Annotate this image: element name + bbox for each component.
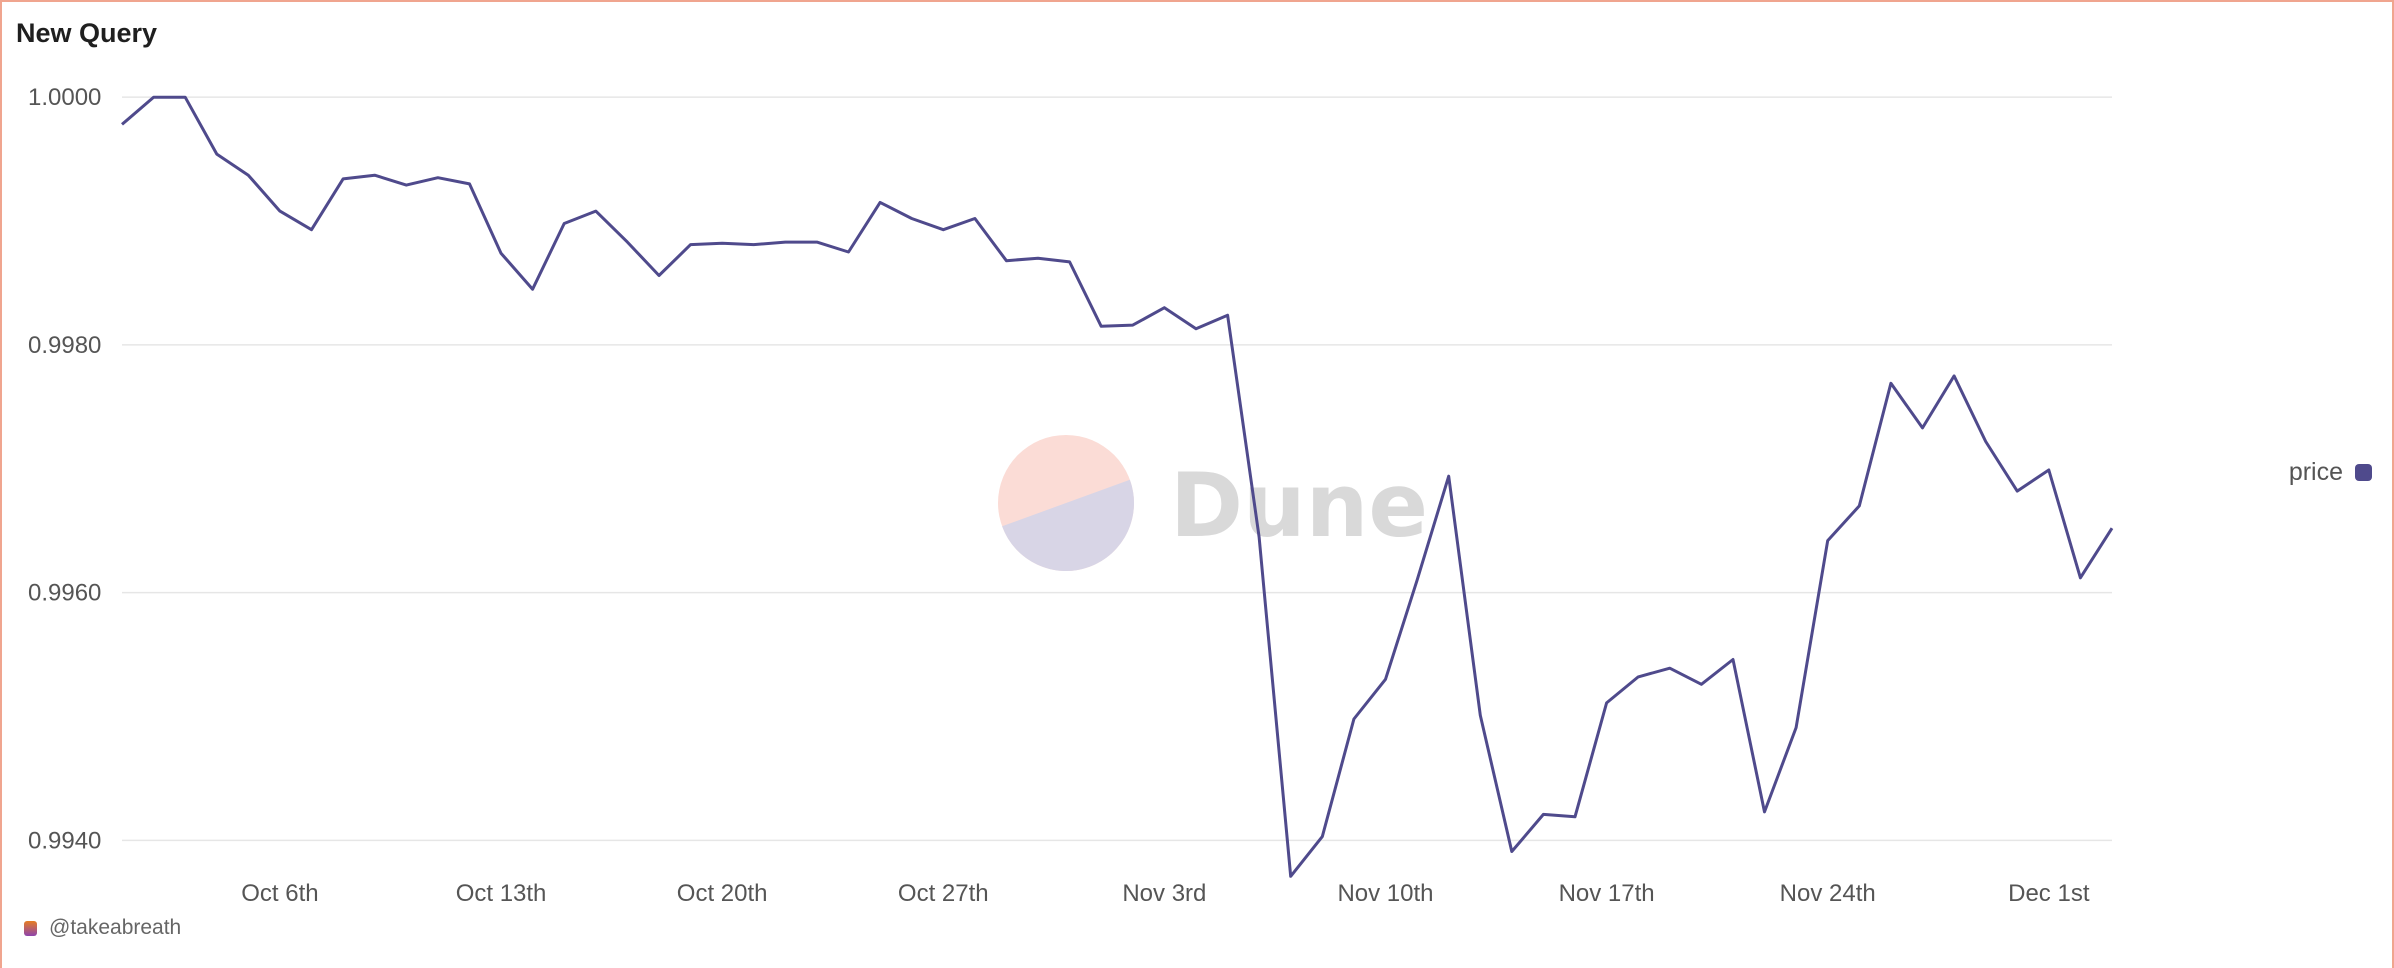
price-data-point[interactable] — [781, 238, 789, 246]
price-data-point[interactable] — [1761, 808, 1769, 816]
legend[interactable]: price — [2289, 458, 2372, 487]
price-data-point[interactable] — [529, 285, 537, 293]
price-data-point[interactable] — [1318, 833, 1326, 841]
price-data-point[interactable] — [2076, 574, 2084, 582]
x-tick-label: Nov 17th — [1559, 880, 1655, 907]
price-data-point[interactable] — [1697, 680, 1705, 688]
price-data-point[interactable] — [560, 220, 568, 228]
price-data-point[interactable] — [276, 207, 284, 215]
price-data-point[interactable] — [1603, 699, 1611, 707]
price-data-point[interactable] — [2108, 524, 2116, 532]
price-data-point[interactable] — [1824, 537, 1832, 545]
price-data-point[interactable] — [687, 241, 695, 249]
x-tick-label: Oct 20th — [677, 880, 768, 907]
price-data-point[interactable] — [1950, 372, 1958, 380]
price-data-point[interactable] — [118, 120, 126, 128]
price-data-point[interactable] — [1539, 810, 1547, 818]
price-data-point[interactable] — [750, 241, 758, 249]
price-data-point[interactable] — [2013, 487, 2021, 495]
price-data-point[interactable] — [1982, 438, 1990, 446]
price-data-point[interactable] — [434, 174, 442, 182]
price-data-point[interactable] — [339, 175, 347, 183]
price-data-point[interactable] — [1160, 304, 1168, 312]
price-data-point[interactable] — [497, 249, 505, 257]
price-data-point[interactable] — [1129, 321, 1137, 329]
y-tick-label: 0.9960 — [28, 580, 101, 607]
price-data-point[interactable] — [876, 198, 884, 206]
price-data-point[interactable] — [623, 238, 631, 246]
x-tick-label: Oct 13th — [456, 880, 547, 907]
price-data-point[interactable] — [150, 93, 158, 101]
user-avatar-icon — [24, 920, 37, 936]
legend-swatch-price[interactable] — [2355, 464, 2372, 481]
price-data-point[interactable] — [1729, 656, 1737, 664]
price-data-point[interactable] — [1445, 472, 1453, 480]
price-data-point[interactable] — [1919, 424, 1927, 432]
price-data-point[interactable] — [1887, 379, 1895, 387]
price-data-point[interactable] — [1413, 576, 1421, 584]
price-data-point[interactable] — [244, 171, 252, 179]
price-data-point[interactable] — [402, 181, 410, 189]
price-data-point[interactable] — [939, 226, 947, 234]
price-data-point[interactable] — [181, 93, 189, 101]
chart-title: New Query — [16, 18, 158, 48]
x-axis-labels: Oct 6th Oct 13th Oct 20th Oct 27th Nov 3rd No… — [241, 880, 2090, 907]
price-data-point[interactable] — [971, 215, 979, 223]
y-tick-label: 1.0000 — [28, 84, 101, 111]
y-axis-labels: 1.0000 0.9980 0.9960 0.9940 — [28, 84, 101, 854]
price-data-point[interactable] — [1255, 533, 1263, 541]
price-data-point[interactable] — [1350, 715, 1358, 723]
price-data-point[interactable] — [213, 150, 221, 158]
gridlines — [122, 96, 2112, 842]
y-tick-label: 0.9940 — [28, 827, 101, 854]
price-data-point[interactable] — [308, 226, 316, 234]
price-data-point[interactable] — [1034, 254, 1042, 262]
attribution-handle[interactable]: @takeabreath — [49, 916, 182, 939]
price-data-point[interactable] — [1097, 322, 1105, 330]
x-tick-label: Nov 24th — [1780, 880, 1876, 907]
price-data-point[interactable] — [592, 207, 600, 215]
watermark-text: Dune — [1170, 454, 1428, 557]
x-tick-label: Oct 6th — [241, 880, 318, 907]
price-data-point[interactable] — [1224, 311, 1232, 319]
x-tick-label: Oct 27th — [898, 880, 989, 907]
price-data-point[interactable] — [1792, 724, 1800, 732]
price-data-point[interactable] — [655, 272, 663, 280]
price-data-point[interactable] — [1476, 711, 1484, 719]
price-data-point[interactable] — [845, 248, 853, 256]
price-data-point[interactable] — [1287, 872, 1295, 880]
price-series-line — [121, 95, 2114, 878]
price-data-point[interactable] — [466, 180, 474, 188]
price-data-point[interactable] — [1634, 673, 1642, 681]
price-data-point[interactable] — [908, 215, 916, 223]
attribution: @takeabreath — [24, 916, 181, 940]
watermark-logo-lower-half — [1002, 479, 1135, 572]
price-data-point[interactable] — [2045, 466, 2053, 474]
x-tick-label: Nov 3rd — [1122, 880, 1206, 907]
price-data-point[interactable] — [371, 171, 379, 179]
price-data-point[interactable] — [1666, 664, 1674, 672]
y-tick-label: 0.9980 — [28, 332, 101, 359]
price-data-point[interactable] — [1571, 813, 1579, 821]
dune-watermark: Dune — [998, 435, 1428, 572]
price-data-point[interactable] — [718, 239, 726, 247]
price-data-point[interactable] — [813, 238, 821, 246]
price-data-point[interactable] — [1066, 258, 1074, 266]
price-data-point[interactable] — [1508, 848, 1516, 856]
price-data-point[interactable] — [1192, 325, 1200, 333]
legend-label-price: price — [2288, 458, 2343, 486]
price-data-point[interactable] — [1855, 502, 1863, 510]
price-data-point[interactable] — [1382, 675, 1390, 683]
price-data-point[interactable] — [1002, 257, 1010, 265]
x-tick-label: Nov 10th — [1337, 880, 1433, 907]
x-tick-label: Dec 1st — [2008, 880, 2090, 907]
